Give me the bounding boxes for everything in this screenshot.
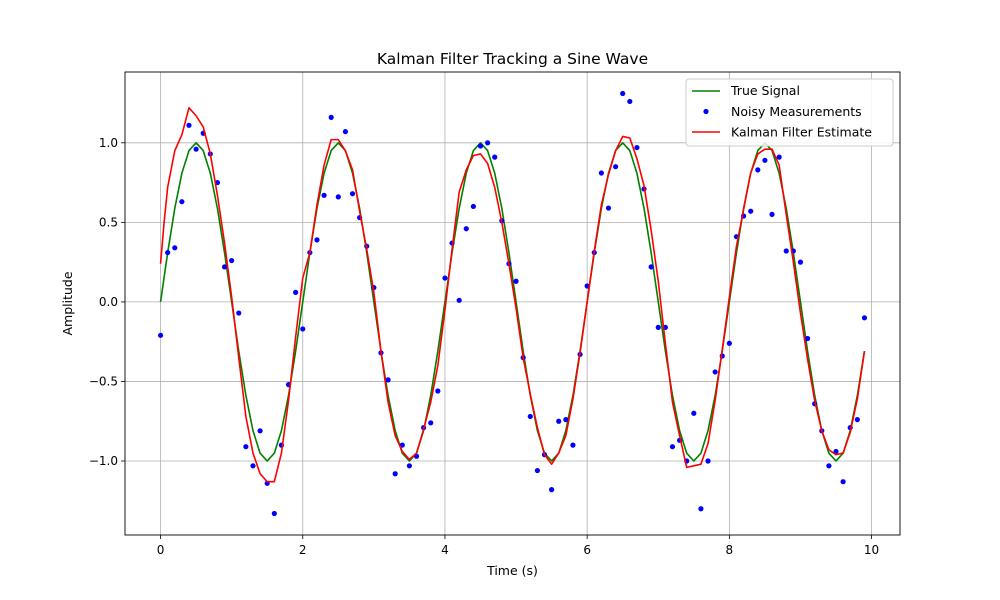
measurement-point bbox=[300, 326, 306, 332]
measurement-point bbox=[748, 208, 754, 214]
measurement-point bbox=[293, 289, 299, 295]
x-tick-label: 10 bbox=[864, 543, 879, 557]
measurement-point bbox=[250, 463, 256, 469]
measurement-point bbox=[627, 98, 633, 105]
x-tick-label: 8 bbox=[726, 543, 734, 557]
measurement-point bbox=[613, 164, 619, 170]
measurement-point bbox=[485, 140, 491, 146]
x-tick-label: 4 bbox=[441, 543, 449, 557]
measurement-point bbox=[598, 170, 604, 176]
measurement-point bbox=[634, 144, 640, 151]
measurement-point bbox=[321, 192, 327, 198]
measurement-point bbox=[556, 418, 562, 424]
measurement-point bbox=[165, 249, 171, 256]
measurement-point bbox=[549, 487, 555, 493]
measurement-point bbox=[669, 444, 676, 450]
series-noisy-measurements bbox=[157, 90, 868, 517]
measurement-point bbox=[193, 146, 199, 152]
measurement-point bbox=[314, 237, 320, 243]
measurement-point bbox=[392, 471, 398, 477]
measurement-point bbox=[563, 417, 569, 423]
x-axis: 0 2 4 6 8 10 bbox=[157, 535, 879, 557]
measurement-point bbox=[620, 90, 626, 97]
y-tick-label: 0.5 bbox=[99, 215, 118, 229]
chart-title: Kalman Filter Tracking a Sine Wave bbox=[377, 50, 648, 68]
measurement-point bbox=[833, 448, 839, 455]
legend: True Signal Noisy Measurements Kalman Fi… bbox=[685, 78, 894, 147]
measurement-point bbox=[691, 410, 697, 416]
measurement-point bbox=[783, 248, 789, 254]
measurement-point bbox=[605, 205, 612, 211]
y-tick-label: 0.0 bbox=[99, 295, 118, 309]
kalman-filter-estimate-line bbox=[159, 107, 866, 483]
measurement-point bbox=[698, 506, 704, 512]
measurement-point bbox=[442, 275, 448, 281]
measurement-point bbox=[492, 154, 498, 160]
legend-label-noisy-measurements: Noisy Measurements bbox=[731, 104, 862, 119]
x-axis-label: Time (s) bbox=[486, 563, 538, 578]
axes-frame bbox=[124, 71, 901, 536]
measurement-point bbox=[257, 428, 263, 434]
measurement-point bbox=[534, 467, 540, 474]
measurement-point bbox=[229, 257, 235, 264]
measurement-point bbox=[513, 278, 519, 284]
measurement-point bbox=[826, 463, 832, 469]
measurement-point bbox=[342, 129, 349, 135]
x-tick-label: 6 bbox=[583, 543, 591, 557]
measurement-point bbox=[243, 444, 249, 450]
y-tick-label: −1.0 bbox=[89, 454, 118, 468]
measurement-point bbox=[328, 114, 334, 120]
measurement-point bbox=[271, 510, 277, 517]
measurement-point bbox=[463, 226, 469, 232]
measurement-point bbox=[712, 369, 718, 375]
legend-swatch-noisy-measurements bbox=[703, 108, 709, 115]
measurement-point bbox=[726, 340, 732, 346]
measurement-point bbox=[570, 442, 576, 448]
measurement-point bbox=[399, 442, 405, 448]
measurement-point bbox=[428, 420, 434, 426]
measurement-point bbox=[157, 332, 164, 338]
legend-label-true-signal: True Signal bbox=[730, 83, 800, 98]
measurement-point bbox=[186, 122, 192, 128]
measurement-point bbox=[470, 203, 476, 210]
measurement-point bbox=[840, 479, 846, 485]
measurement-point bbox=[172, 245, 178, 251]
measurement-point bbox=[705, 458, 711, 464]
measurement-point bbox=[236, 310, 242, 316]
measurement-point bbox=[349, 191, 356, 197]
measurement-point bbox=[385, 377, 391, 383]
plot-area bbox=[157, 90, 868, 517]
measurement-point bbox=[477, 143, 484, 149]
x-tick-label: 0 bbox=[157, 543, 165, 557]
measurement-point bbox=[648, 264, 654, 270]
measurement-point bbox=[406, 463, 412, 469]
measurement-point bbox=[755, 167, 761, 173]
measurement-point bbox=[335, 194, 341, 200]
measurement-point bbox=[179, 199, 185, 205]
measurement-point bbox=[762, 157, 768, 163]
y-tick-label: 1.0 bbox=[99, 136, 118, 150]
y-tick-label: −0.5 bbox=[89, 374, 118, 388]
series-kalman-filter-estimate bbox=[159, 107, 866, 483]
measurement-point bbox=[769, 211, 775, 217]
measurement-point bbox=[655, 324, 661, 330]
measurement-point bbox=[861, 315, 868, 321]
y-axis: −1.0 −0.5 0.0 0.5 1.0 bbox=[89, 136, 125, 468]
measurement-point bbox=[804, 335, 811, 342]
measurement-point bbox=[435, 388, 441, 394]
measurement-point bbox=[776, 154, 782, 160]
x-tick-label: 2 bbox=[299, 543, 307, 557]
measurement-point bbox=[527, 413, 533, 420]
legend-box bbox=[685, 78, 894, 147]
legend-label-kalman-estimate: Kalman Filter Estimate bbox=[731, 125, 872, 140]
measurement-point bbox=[854, 417, 860, 423]
measurement-point bbox=[456, 297, 462, 303]
measurement-point bbox=[221, 264, 228, 270]
y-axis-label: Amplitude bbox=[60, 271, 75, 335]
measurement-point bbox=[797, 259, 804, 265]
